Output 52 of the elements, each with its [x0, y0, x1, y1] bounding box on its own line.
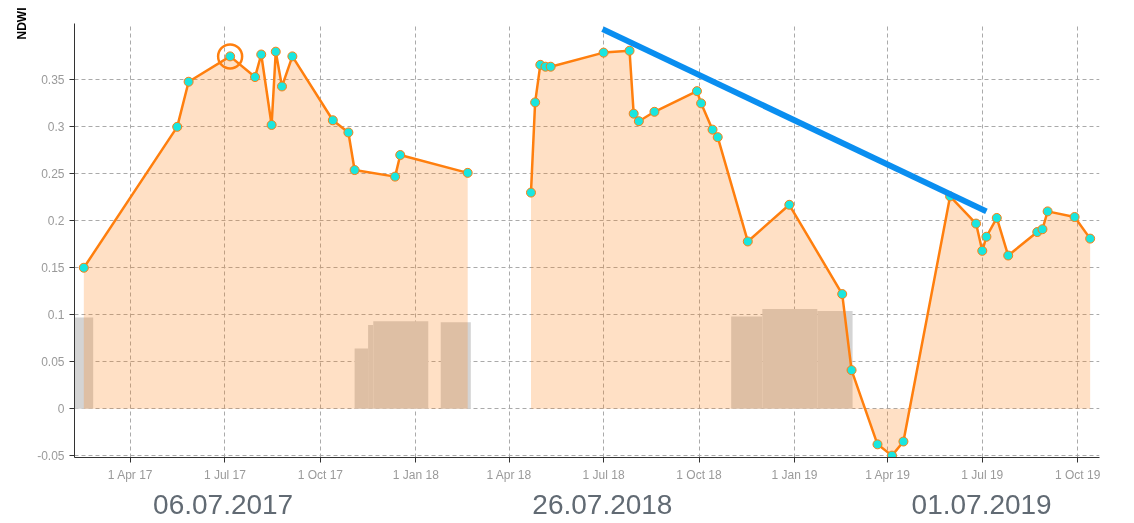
x-tick-label: 1 Jul 17	[203, 467, 247, 482]
point	[1042, 206, 1053, 217]
x-tick-label: 1 Jul 18	[582, 467, 625, 482]
point	[837, 289, 848, 300]
point	[991, 212, 1002, 223]
point	[633, 116, 644, 127]
point	[872, 439, 883, 450]
point	[977, 245, 988, 256]
point	[784, 199, 795, 210]
point	[712, 132, 723, 143]
point	[1069, 212, 1080, 223]
y-tick-label: -0.05	[37, 449, 65, 464]
y-tick-label: 0.2	[47, 214, 65, 229]
point	[649, 106, 660, 117]
point	[530, 97, 541, 108]
x-tick-label: 1 Jul 19	[961, 467, 1004, 482]
point	[696, 98, 707, 109]
point	[846, 365, 857, 376]
y-axis-title: NDWI	[15, 7, 30, 40]
point	[525, 187, 536, 198]
point	[1085, 233, 1096, 244]
point	[545, 61, 556, 72]
x-tick-label: 1 Apr 19	[865, 467, 911, 482]
point	[707, 124, 718, 135]
x-tick-label: 1 Oct 17	[297, 467, 344, 482]
point	[691, 86, 702, 97]
y-tick-label: 0.05	[41, 355, 65, 370]
x-tick-label: 1 Oct 19	[1055, 467, 1101, 482]
point	[598, 47, 609, 58]
y-tick-label: 0	[57, 402, 65, 417]
text: 06.07.2017	[153, 489, 294, 520]
point	[628, 108, 639, 119]
text: 01.07.2019	[911, 489, 1052, 520]
point	[1037, 224, 1048, 235]
x-tick-label: 1 Jan 19	[771, 467, 818, 482]
point	[624, 45, 635, 56]
y-tick-label: 0.35	[41, 73, 65, 88]
y-tick-label: 0.15	[41, 261, 65, 276]
point	[742, 236, 753, 247]
point	[898, 436, 909, 447]
point	[1003, 250, 1014, 261]
point	[887, 450, 898, 458]
y-tick-label: 0.25	[41, 167, 65, 182]
point	[971, 218, 982, 229]
x-tick-label: 1 Apr 18	[486, 467, 532, 482]
x-tick-label: 1 Oct 18	[676, 467, 723, 482]
x-tick-label: 1 Jan 18	[392, 467, 440, 482]
y-tick-label: 0.1	[47, 308, 65, 323]
point	[981, 231, 992, 242]
text: 26.07.2018	[532, 489, 673, 520]
y-tick-label: 0.3	[47, 120, 65, 135]
x-tick-label: 1 Apr 17	[107, 467, 153, 482]
